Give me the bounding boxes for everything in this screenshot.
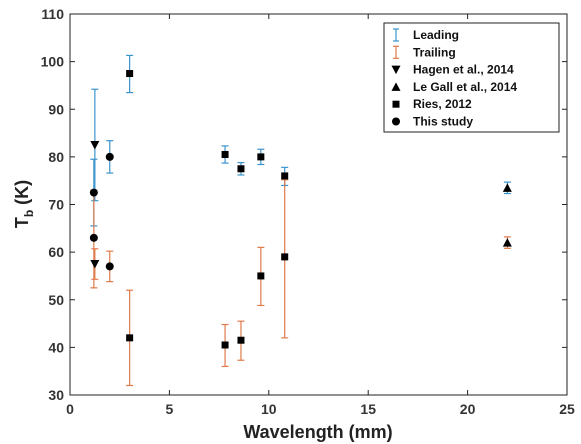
y-axis-label-subscript: b [22,210,36,217]
y-tick-label: 50 [48,292,64,308]
legend-label: Leading [413,28,459,42]
x-axis-label: Wavelength (mm) [243,422,392,442]
y-axis-label-main: T [12,217,32,228]
y-tick-label: 80 [48,149,64,165]
point-this-study-3 [106,262,114,270]
legend-label: Hagen et al., 2014 [413,63,514,77]
y-tick-label: 60 [48,244,64,260]
x-tick-label: 25 [559,401,575,417]
legend-marker [392,118,400,126]
y-axis-label: Tb (K) [12,180,36,228]
legend-label: This study [413,115,473,129]
legend-label: Le Gall et al., 2014 [413,80,517,94]
y-tick-label: 90 [48,101,64,117]
y-tick-label: 30 [48,387,64,403]
x-tick-label: 0 [66,401,74,417]
legend: Leading Trailing Hagen et al., 2014 Le Gall… [384,23,559,132]
y-tick-label: 100 [41,54,65,70]
legend-label: Trailing [413,45,456,59]
point-ries-2012-8 [257,272,264,279]
point-ries-2012-5 [126,334,133,341]
point-this-study-0 [90,189,98,197]
x-tick-label: 20 [460,401,476,417]
x-tick-label: 5 [166,401,174,417]
point-ries-2012-9 [281,253,288,260]
point-this-study-2 [90,234,98,242]
point-ries-2012-2 [237,165,244,172]
legend-label: Ries, 2012 [413,97,472,111]
point-ries-2012-7 [237,337,244,344]
point-ries-2012-1 [222,151,229,158]
x-tick-label: 15 [360,401,376,417]
point-this-study-1 [106,153,114,161]
y-tick-label: 70 [48,197,64,213]
point-ries-2012-4 [281,172,288,179]
x-tick-label: 10 [261,401,277,417]
legend-marker [393,101,400,108]
point-ries-2012-0 [126,70,133,77]
y-tick-label: 40 [48,339,64,355]
point-ries-2012-3 [257,153,264,160]
point-ries-2012-6 [222,341,229,348]
y-axis-label-unit: (K) [12,180,32,205]
y-tick-label: 110 [41,6,64,22]
